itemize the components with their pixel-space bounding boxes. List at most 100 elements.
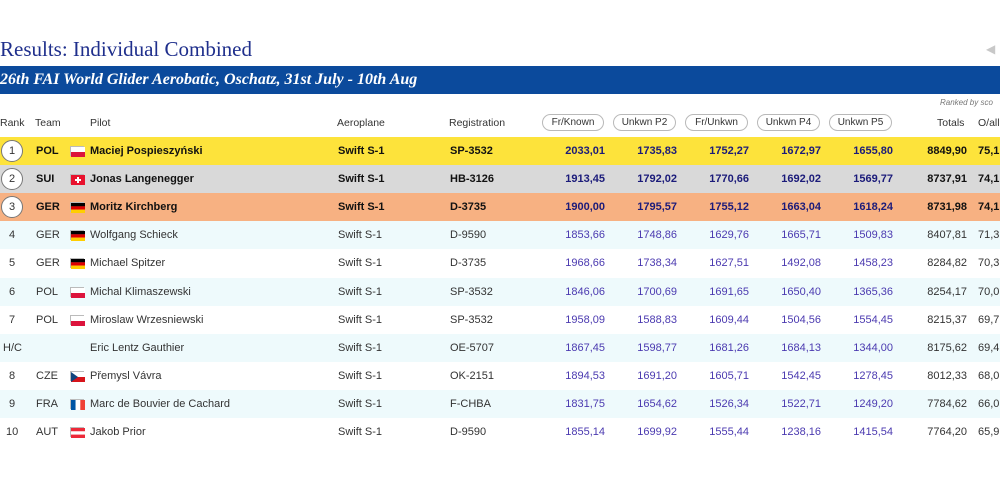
aeroplane-cell: Swift S-1 — [338, 286, 383, 298]
team-cell: POL — [36, 145, 59, 157]
total-cell: 7784,62 — [927, 398, 967, 410]
header-program-2[interactable]: Unkwn P2 — [613, 114, 676, 131]
program-score-cell: 1853,66 — [565, 229, 605, 241]
header-program-3[interactable]: Fr/Unkwn — [685, 114, 748, 131]
program-score-cell: 1665,71 — [781, 229, 821, 241]
program-score-cell: 1663,04 — [781, 201, 821, 213]
program-score-cell: 1618,24 — [853, 201, 893, 213]
program-score-cell: 1770,66 — [709, 173, 749, 185]
rank-badge: 1 — [1, 140, 23, 162]
table-row[interactable]: 10 AUT Jakob Prior Swift S-1 D-9590 1855,14 16… — [0, 418, 1000, 446]
pilot-name[interactable]: Maciej Pospieszyński — [90, 145, 203, 157]
header-registration[interactable]: Registration — [449, 117, 506, 129]
program-score-cell: 1846,06 — [565, 286, 605, 298]
back-arrow-icon[interactable]: ◀ — [986, 42, 996, 56]
pol-flag-icon — [70, 315, 85, 326]
program-score-cell: 1958,09 — [565, 314, 605, 326]
total-cell: 8284,82 — [927, 257, 967, 269]
header-program-4[interactable]: Unkwn P4 — [757, 114, 820, 131]
total-cell: 8012,33 — [927, 370, 967, 382]
table-row[interactable]: 7 POL Miroslaw Wrzesniewski Swift S-1 SP-353… — [0, 306, 1000, 334]
program-score-cell: 1278,45 — [853, 370, 893, 382]
program-score-cell: 1605,71 — [709, 370, 749, 382]
pilot-name[interactable]: Miroslaw Wrzesniewski — [90, 314, 204, 326]
overall-cell: 75,1 — [978, 145, 1000, 157]
header-aeroplane[interactable]: Aeroplane — [337, 117, 385, 129]
overall-cell: 68,0 — [978, 370, 1000, 382]
table-row[interactable]: 2 SUI Jonas Langenegger Swift S-1 HB-3126 191… — [0, 165, 1000, 193]
table-row[interactable]: 8 CZE Přemysl Vávra Swift S-1 OK-2151 1894,53… — [0, 362, 1000, 390]
program-score-cell: 2033,01 — [565, 145, 605, 157]
header-overall[interactable]: O/all — [978, 117, 1000, 129]
registration-cell: SP-3532 — [450, 286, 493, 298]
table-row[interactable]: 1 POL Maciej Pospieszyński Swift S-1 SP-3532… — [0, 137, 1000, 165]
table-row[interactable]: 9 FRA Marc de Bouvier de Cachard Swift S-1 F… — [0, 390, 1000, 418]
table-row[interactable]: H/C Eric Lentz Gauthier Swift S-1 OE-5707 18… — [0, 334, 1000, 362]
header-totals[interactable]: Totals — [937, 117, 965, 129]
pilot-name[interactable]: Michael Spitzer — [90, 257, 166, 269]
registration-cell: D-3735 — [450, 201, 487, 213]
competition-banner: 26th FAI World Glider Aerobatic, Oschatz… — [0, 66, 1000, 94]
total-cell: 8254,17 — [927, 286, 967, 298]
program-score-cell: 1738,34 — [637, 257, 677, 269]
overall-cell: 71,3 — [978, 229, 1000, 241]
ger-flag-icon — [70, 258, 85, 269]
program-score-cell: 1526,34 — [709, 398, 749, 410]
table-row[interactable]: 3 GER Moritz Kirchberg Swift S-1 D-3735 1900,… — [0, 193, 1000, 221]
team-cell: GER — [36, 201, 60, 213]
total-cell: 8407,81 — [927, 229, 967, 241]
ranked-by-note: Ranked by sco — [940, 98, 993, 107]
program-score-cell: 1752,27 — [709, 145, 749, 157]
pilot-name[interactable]: Přemysl Vávra — [90, 370, 162, 382]
overall-cell: 70,0 — [978, 286, 1000, 298]
team-cell: AUT — [36, 426, 58, 438]
program-score-cell: 1238,16 — [781, 426, 821, 438]
ger-flag-icon — [70, 230, 85, 241]
cze-flag-icon — [70, 371, 85, 382]
rank-badge: 3 — [1, 196, 23, 218]
program-score-cell: 1795,57 — [637, 201, 677, 213]
pilot-name[interactable]: Marc de Bouvier de Cachard — [90, 398, 231, 410]
table-row[interactable]: 5 GER Michael Spitzer Swift S-1 D-3735 1968,6… — [0, 249, 1000, 277]
header-team[interactable]: Team — [35, 117, 61, 129]
rank-cell: 7 — [9, 314, 16, 326]
team-cell: CZE — [36, 370, 58, 382]
header-rank[interactable]: Rank — [0, 117, 25, 129]
team-cell: POL — [36, 286, 59, 298]
total-cell: 8731,98 — [927, 201, 967, 213]
overall-cell: 69,7 — [978, 314, 1000, 326]
program-score-cell: 1609,44 — [709, 314, 749, 326]
rank-cell: 8 — [9, 370, 16, 382]
rank-cell: 10 — [6, 426, 19, 438]
program-score-cell: 1509,83 — [853, 229, 893, 241]
total-cell: 8737,91 — [927, 173, 967, 185]
registration-cell: OE-5707 — [450, 342, 495, 354]
program-score-cell: 1542,45 — [781, 370, 821, 382]
overall-cell: 74,1 — [978, 173, 1000, 185]
pilot-name[interactable]: Moritz Kirchberg — [90, 201, 178, 213]
header-pilot[interactable]: Pilot — [90, 117, 111, 129]
header-program-5[interactable]: Unkwn P5 — [829, 114, 892, 131]
table-row[interactable]: 6 POL Michal Klimaszewski Swift S-1 SP-3532 1… — [0, 278, 1000, 306]
pilot-name[interactable]: Jonas Langenegger — [90, 173, 194, 185]
program-score-cell: 1588,83 — [637, 314, 677, 326]
page-title: Results: Individual Combined — [0, 37, 252, 61]
pilot-name[interactable]: Wolfgang Schieck — [90, 229, 178, 241]
pilot-name[interactable]: Michal Klimaszewski — [90, 286, 191, 298]
header-program-1[interactable]: Fr/Known — [542, 114, 604, 131]
overall-cell: 66,0 — [978, 398, 1000, 410]
pilot-name[interactable]: Jakob Prior — [90, 426, 146, 438]
pilot-name[interactable]: Eric Lentz Gauthier — [90, 342, 185, 354]
program-score-cell: 1894,53 — [565, 370, 605, 382]
program-score-cell: 1555,44 — [709, 426, 749, 438]
pol-flag-icon — [70, 146, 85, 157]
team-cell: GER — [36, 257, 60, 269]
program-score-cell: 1684,13 — [781, 342, 821, 354]
registration-cell: OK-2151 — [450, 370, 495, 382]
program-score-cell: 1492,08 — [781, 257, 821, 269]
program-score-cell: 1654,62 — [637, 398, 677, 410]
ger-flag-icon — [70, 202, 85, 213]
rank-cell: 4 — [9, 229, 16, 241]
table-row[interactable]: 4 GER Wolfgang Schieck Swift S-1 D-9590 1853,… — [0, 221, 1000, 249]
total-cell: 8849,90 — [927, 145, 967, 157]
